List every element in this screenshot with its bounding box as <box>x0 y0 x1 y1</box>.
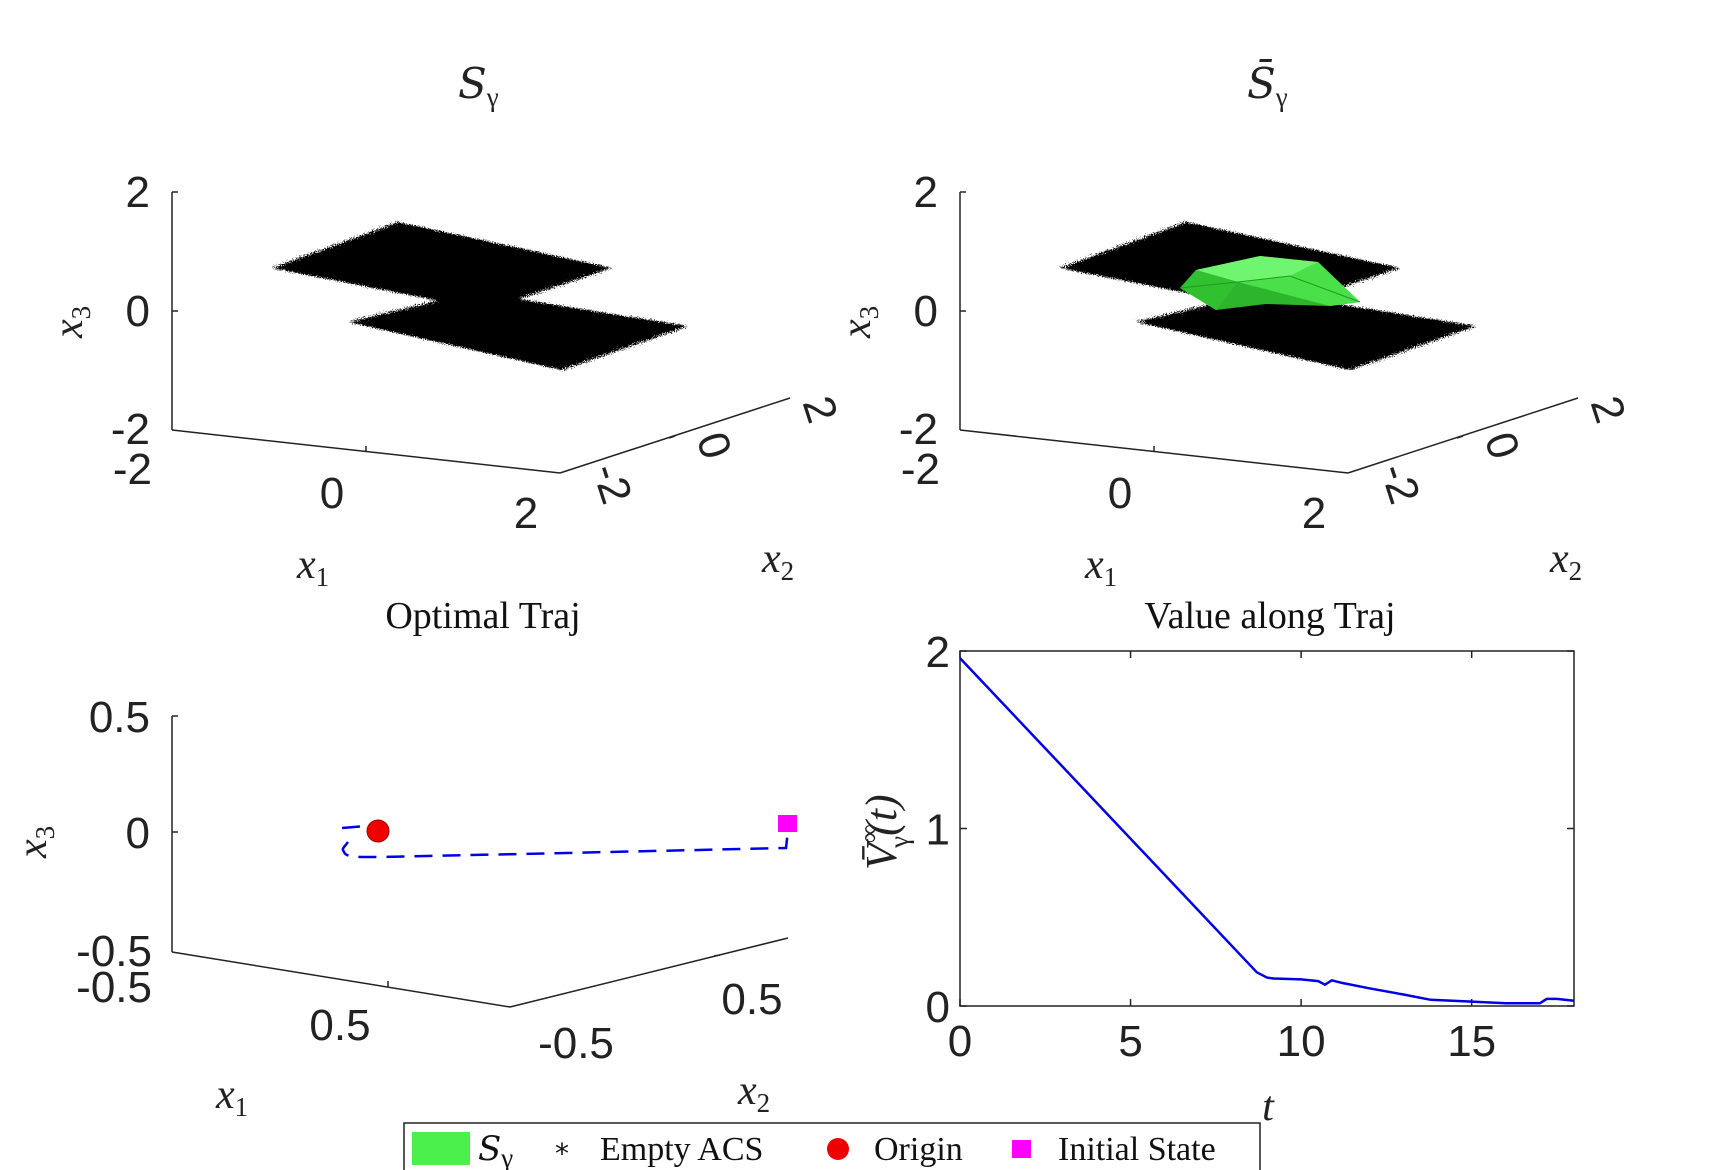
legend-initial-state-icon <box>1012 1140 1031 1158</box>
y-tick-label: 2 <box>793 390 847 428</box>
y-tick-label: -2 <box>1370 457 1429 509</box>
y-axis-line <box>509 937 789 1008</box>
title-top-left: Sγ <box>458 59 499 112</box>
y-axis-label: x2 <box>761 536 794 586</box>
x-tick-label: 2 <box>1302 489 1326 538</box>
empty-acs-points-upper <box>272 222 612 310</box>
legend-label-origin: Origin <box>874 1131 963 1168</box>
panel-top-left: Sγ 2 0 -2 -2 0 2 -2 0 2 x1 x2 x3 <box>46 59 847 592</box>
x-tick-label: 5 <box>1118 1017 1142 1066</box>
x-axis-label: x1 <box>1084 542 1117 592</box>
x-tick-label: 0 <box>320 469 344 518</box>
legend-label-empty-acs: Empty ACS <box>600 1131 763 1168</box>
z-axis-label: x3 <box>10 826 60 859</box>
y-tick-label: 0.5 <box>721 975 782 1024</box>
legend-origin-icon <box>827 1138 849 1160</box>
y-tick-label: 2 <box>926 628 950 677</box>
z-tick-label: -2 <box>111 405 150 454</box>
x-tick-label: 0.5 <box>309 1001 370 1050</box>
x-axis-label: x1 <box>215 1072 248 1122</box>
y-tick-label: -2 <box>582 457 641 509</box>
trajectory-line <box>341 824 790 859</box>
y-axis-line <box>1347 397 1579 474</box>
legend-label-initial-state: Initial State <box>1058 1131 1216 1168</box>
z-tick-label: 2 <box>126 168 150 217</box>
title-top-right: S̄γ <box>1247 57 1288 112</box>
x-tick-label: -2 <box>901 445 940 494</box>
x-axis-line <box>171 951 511 1008</box>
empty-acs-points-lower <box>1136 292 1476 370</box>
x-tick-label: -0.5 <box>76 963 152 1012</box>
x-tick-label: 2 <box>514 489 538 538</box>
title-bottom-right: Value along Traj <box>1144 595 1395 637</box>
y-tick-label: 1 <box>926 806 950 855</box>
legend-safe-set-patch <box>412 1132 470 1165</box>
tick-group: 0 5 10 15 0 1 2 <box>926 628 1574 1066</box>
y-tick-label: 0 <box>926 983 950 1032</box>
panel-bottom-right: Value along Traj 0 5 10 15 0 1 2 t V̄∞γ(t) <box>854 595 1575 1130</box>
x-tick-label: -2 <box>113 445 152 494</box>
y-tick-label: 0 <box>1475 426 1529 464</box>
z-tick-label: 2 <box>914 168 938 217</box>
y-axis-line <box>559 397 791 474</box>
x-tick-label: 0 <box>948 1017 972 1066</box>
x-axis-label: x1 <box>296 542 329 592</box>
x-axis-label: t <box>1262 1084 1275 1130</box>
y-tick-label: 2 <box>1581 390 1635 428</box>
z-tick-label: -2 <box>899 405 938 454</box>
panel-bottom-left: Optimal Traj 0.5 0 -0.5 -0.5 0.5 -0.5 0.… <box>10 595 797 1122</box>
z-tick-label: 0 <box>126 809 150 858</box>
z-axis-label: x3 <box>46 306 96 339</box>
z-tick-label: 0.5 <box>89 693 150 742</box>
z-axis-label: x3 <box>834 306 884 339</box>
empty-acs-points-lower <box>348 292 688 370</box>
x-tick-label: 15 <box>1447 1017 1496 1066</box>
y-axis-label: V̄∞γ(t) <box>854 794 914 870</box>
value-series-line <box>959 657 1575 1005</box>
title-bottom-left: Optimal Traj <box>385 595 580 637</box>
panel-top-right: S̄γ 2 0 -2 -2 0 2 -2 0 2 x1 x2 x3 <box>834 57 1635 592</box>
origin-marker <box>366 819 390 843</box>
z-tick-label: -0.5 <box>76 927 152 976</box>
y-axis-label: x2 <box>737 1068 770 1118</box>
legend-asterisk-icon: * <box>555 1137 569 1170</box>
plot-frame <box>959 650 1575 1007</box>
z-tick-label: 0 <box>914 287 938 336</box>
legend: Sγ * Empty ACS Origin Initial State <box>403 1122 1261 1170</box>
y-tick-label: 0 <box>687 426 741 464</box>
initial-state-marker <box>778 815 797 832</box>
legend-label-safe-set: Sγ <box>478 1129 513 1170</box>
x-tick-label: 10 <box>1277 1017 1326 1066</box>
y-axis-label: x2 <box>1549 536 1582 586</box>
safe-set-surface <box>1179 256 1361 310</box>
y-tick-label: -0.5 <box>538 1019 614 1068</box>
x-tick-label: 0 <box>1108 469 1132 518</box>
z-tick-label: 0 <box>126 287 150 336</box>
